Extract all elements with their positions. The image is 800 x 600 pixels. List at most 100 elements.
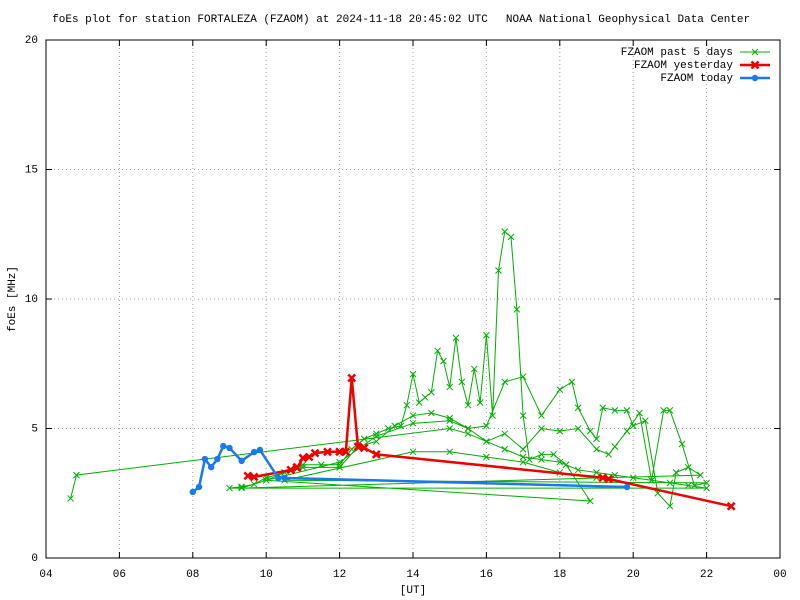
data-point xyxy=(501,430,509,438)
data-point xyxy=(483,331,490,339)
data-point xyxy=(660,407,668,414)
x-tick-label: 06 xyxy=(113,569,126,581)
data-point xyxy=(726,501,736,511)
data-point xyxy=(262,476,270,484)
data-point xyxy=(415,399,423,406)
legend-marker xyxy=(750,60,760,70)
data-point xyxy=(446,414,454,422)
y-tick-label: 5 xyxy=(31,423,38,435)
data-point xyxy=(519,412,527,419)
legend-label: FZAOM yesterday xyxy=(634,60,733,72)
data-point xyxy=(593,435,600,443)
data-point xyxy=(347,373,357,383)
data-point xyxy=(550,451,557,458)
data-point xyxy=(483,453,490,461)
data-point xyxy=(371,450,381,459)
data-point xyxy=(372,430,380,438)
data-point xyxy=(220,442,227,450)
x-tick-label: 18 xyxy=(553,569,566,581)
x-tick-label: 16 xyxy=(480,569,493,581)
data-point xyxy=(495,267,502,274)
data-point xyxy=(409,448,417,456)
x-tick-label: 12 xyxy=(333,569,346,581)
data-point xyxy=(568,378,576,386)
data-point xyxy=(226,484,233,492)
data-point xyxy=(501,228,509,236)
data-point xyxy=(703,484,710,492)
y-tick-label: 10 xyxy=(25,294,38,306)
data-point xyxy=(452,334,460,342)
data-point xyxy=(611,471,619,479)
data-point xyxy=(446,448,454,456)
data-point xyxy=(556,458,564,466)
data-point xyxy=(421,394,429,401)
data-point xyxy=(519,373,527,381)
data-point xyxy=(73,471,80,479)
data-point xyxy=(286,465,296,475)
data-point xyxy=(519,458,527,466)
data-point xyxy=(525,456,533,463)
data-point xyxy=(684,463,692,471)
data-point xyxy=(513,306,521,313)
data-point xyxy=(574,466,582,474)
data-point xyxy=(574,425,582,432)
data-point xyxy=(275,474,282,482)
data-point xyxy=(243,471,253,481)
legend-marker xyxy=(751,74,759,82)
data-point xyxy=(372,438,380,445)
data-point xyxy=(599,404,607,412)
data-point xyxy=(629,422,637,430)
data-point xyxy=(611,443,619,450)
data-point xyxy=(238,483,245,491)
x-tick-label: 14 xyxy=(406,569,420,581)
data-point xyxy=(672,469,680,476)
x-tick-label: 22 xyxy=(700,569,713,581)
data-point xyxy=(359,443,369,453)
data-point xyxy=(336,461,343,469)
data-point xyxy=(556,427,564,435)
data-point xyxy=(434,347,441,355)
data-point xyxy=(409,412,417,419)
data-point xyxy=(238,484,245,492)
data-point xyxy=(489,412,496,419)
x-tick-label: 10 xyxy=(260,569,273,581)
legend-label: FZAOM today xyxy=(660,73,733,85)
data-point xyxy=(648,476,655,484)
data-point xyxy=(593,469,600,476)
data-point xyxy=(298,453,308,463)
data-point xyxy=(336,458,343,466)
y-axis-label: foEs [MHz] xyxy=(7,266,19,332)
data-point xyxy=(446,417,454,425)
series-line xyxy=(70,230,707,508)
data-point xyxy=(323,447,332,457)
plot-border xyxy=(45,39,781,559)
y-tick-label: 20 xyxy=(25,35,38,47)
data-point xyxy=(341,447,351,457)
data-point xyxy=(636,409,643,417)
data-point xyxy=(391,422,399,430)
data-point xyxy=(684,482,692,489)
data-point xyxy=(629,474,637,482)
data-point xyxy=(470,365,478,373)
data-point xyxy=(574,404,582,412)
data-point xyxy=(446,425,454,432)
data-point xyxy=(666,479,674,487)
data-point xyxy=(641,417,649,425)
data-point xyxy=(519,453,527,461)
legend-label: FZAOM past 5 days xyxy=(621,47,733,59)
data-point xyxy=(348,445,356,453)
data-point xyxy=(501,378,509,386)
data-point xyxy=(360,435,368,443)
data-point xyxy=(353,442,363,452)
data-point xyxy=(501,445,509,453)
data-point xyxy=(556,386,564,394)
data-point xyxy=(623,427,631,435)
data-point xyxy=(293,462,302,472)
data-point xyxy=(598,473,608,483)
data-point xyxy=(189,488,196,496)
data-point xyxy=(538,425,545,432)
data-point xyxy=(476,399,484,406)
data-point xyxy=(562,461,570,469)
data-point xyxy=(623,407,631,414)
